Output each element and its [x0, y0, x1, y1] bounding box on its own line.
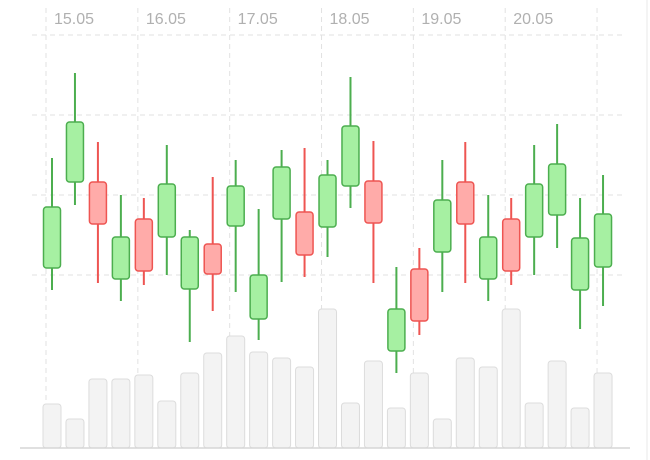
candle-body [341, 125, 360, 187]
candle-body [501, 218, 521, 272]
volume-bar [570, 407, 590, 449]
volume-bar [409, 372, 429, 449]
x-tick-label: 18.05 [330, 11, 370, 28]
volume-bar [180, 372, 200, 449]
candle-body [88, 181, 108, 225]
candle-body [272, 166, 291, 220]
candle-body [547, 163, 567, 216]
candle-body [318, 174, 337, 228]
volume-bar [157, 400, 177, 449]
candle-body [226, 185, 245, 227]
volume-bar [295, 366, 315, 449]
x-tick-label: 15.05 [54, 11, 94, 28]
candle-body [570, 237, 590, 291]
volume-bar [593, 372, 613, 449]
candle-body [42, 206, 62, 269]
volume-bar [432, 418, 452, 449]
x-tick-label: 20.05 [513, 11, 553, 28]
candle-body [478, 236, 498, 280]
x-tick-label: 17.05 [238, 11, 278, 28]
candle-body [249, 274, 268, 320]
volume-bar [65, 418, 85, 449]
candle-body [524, 183, 544, 238]
volume-bar [203, 352, 223, 449]
candle-body [111, 236, 131, 280]
candle-body [157, 183, 177, 238]
candle-body [456, 181, 475, 225]
volume-bar [340, 402, 360, 449]
volume-bar [42, 403, 62, 449]
volume-bar [363, 360, 383, 449]
candle-body [203, 243, 222, 275]
candle-body [134, 218, 154, 272]
volume-bar [318, 308, 338, 449]
volume-bar [88, 378, 108, 449]
candle-body [364, 180, 383, 224]
volume-bar [501, 308, 521, 449]
x-tick-label: 19.05 [421, 11, 461, 28]
candle-body [295, 211, 314, 256]
volume-bar [272, 357, 292, 449]
volume-bar [134, 374, 154, 449]
candle-body [387, 308, 406, 352]
volume-bar [455, 357, 475, 449]
candle-body [593, 213, 613, 268]
candle-body [65, 121, 85, 183]
x-tick-label: 16.05 [146, 11, 186, 28]
volume-bar [111, 378, 131, 449]
candle-body [433, 199, 452, 253]
volume-bar [547, 360, 567, 449]
candle-body [180, 236, 200, 290]
candle-body [410, 268, 429, 322]
volume-bar [386, 407, 406, 449]
volume-bar [524, 402, 544, 449]
volume-bar [226, 335, 246, 449]
volume-bar [478, 366, 498, 449]
volume-bar [249, 351, 269, 449]
